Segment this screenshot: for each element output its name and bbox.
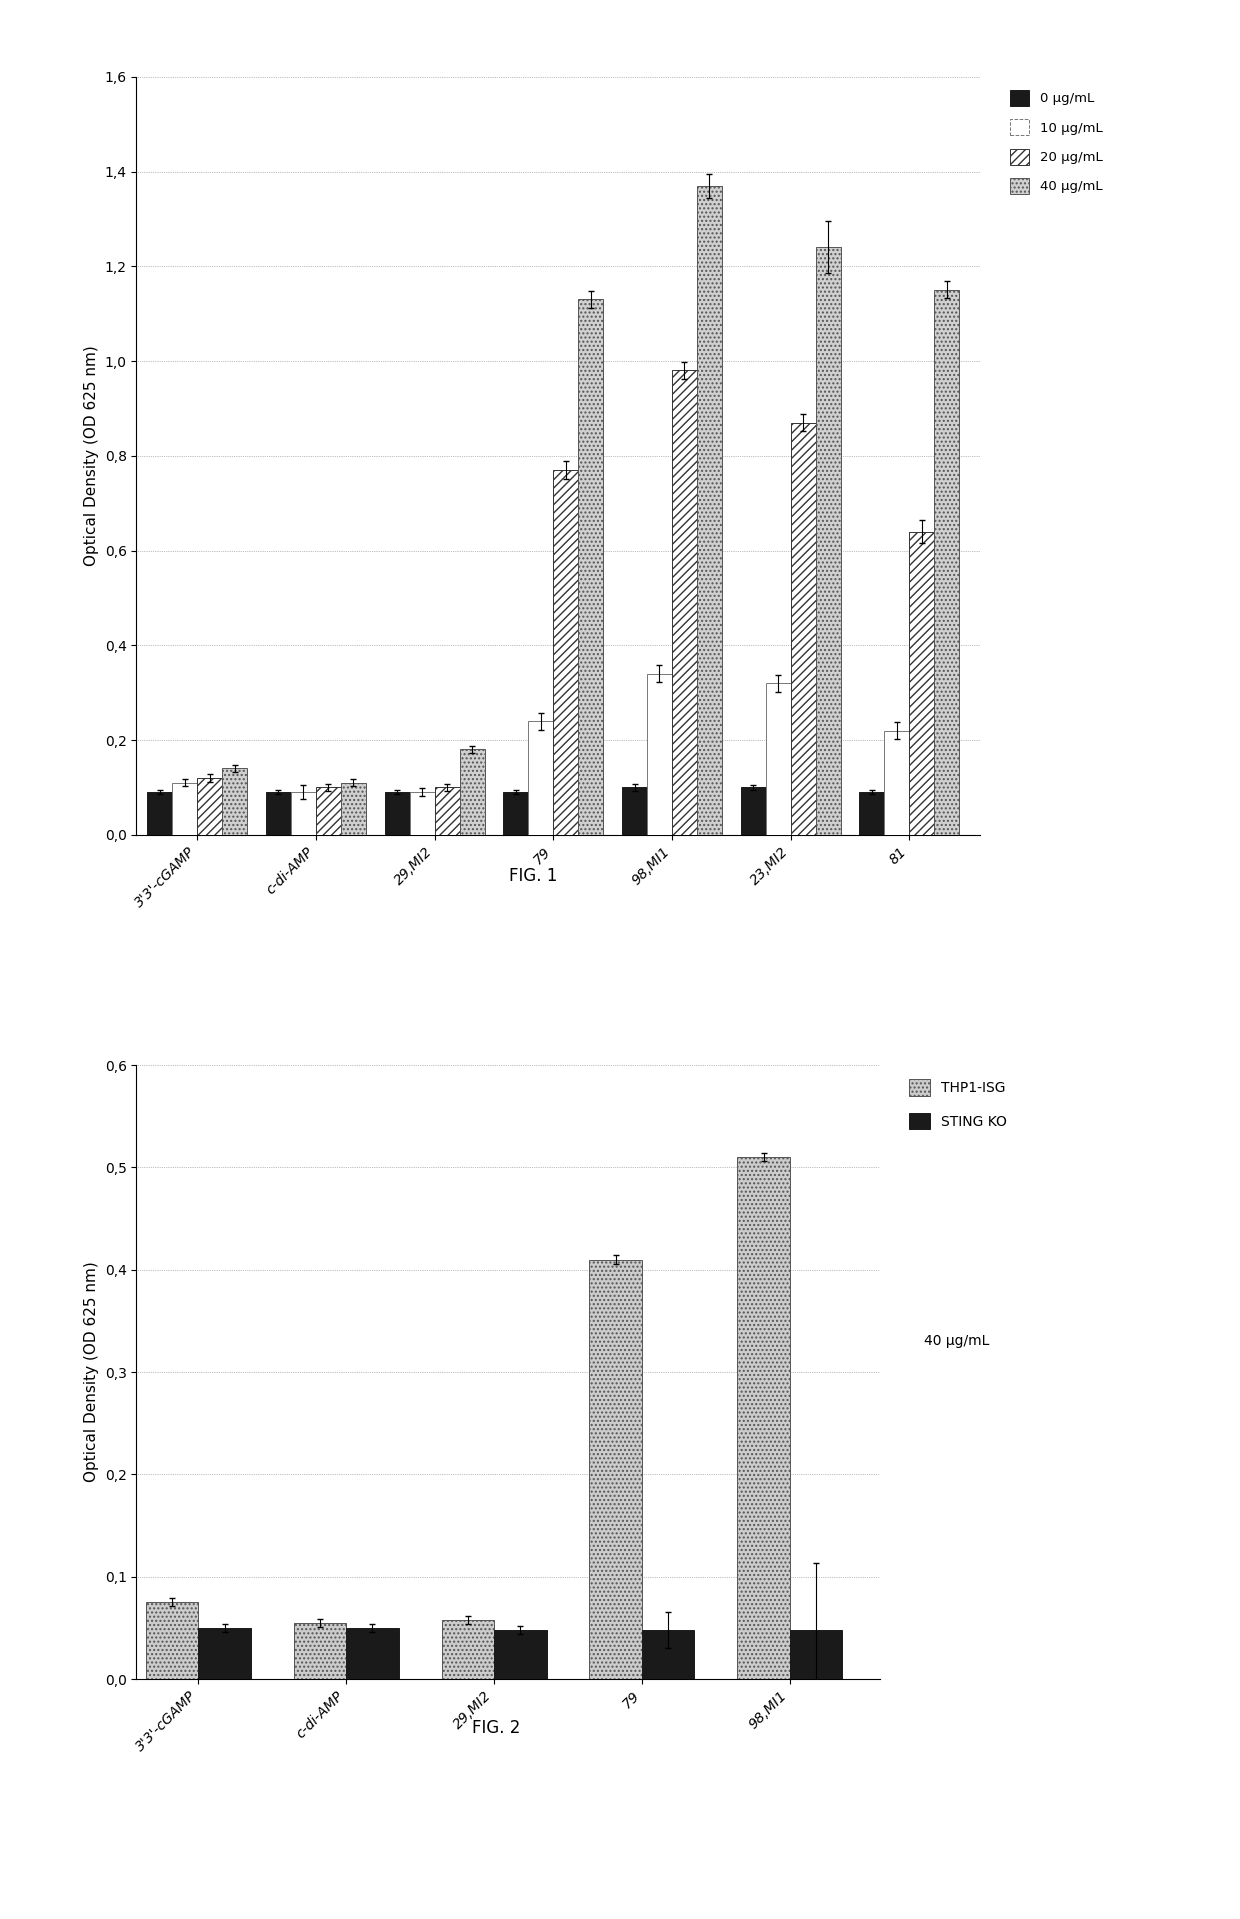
- Bar: [409, 793, 435, 835]
- Bar: [765, 683, 791, 835]
- Bar: [148, 793, 172, 835]
- Bar: [435, 787, 460, 835]
- Bar: [816, 248, 841, 835]
- Bar: [859, 793, 884, 835]
- Bar: [460, 750, 485, 835]
- Text: FIG. 1: FIG. 1: [508, 867, 558, 885]
- Bar: [672, 370, 697, 835]
- Text: 40 µg/mL: 40 µg/mL: [924, 1334, 990, 1347]
- Bar: [494, 1629, 547, 1679]
- Bar: [578, 299, 604, 835]
- Bar: [642, 1629, 694, 1679]
- Bar: [222, 768, 247, 835]
- Bar: [267, 793, 291, 835]
- Bar: [528, 722, 553, 835]
- Legend: THP1-ISG, STING KO: THP1-ISG, STING KO: [903, 1073, 1014, 1136]
- Y-axis label: Optical Density (OD 625 nm): Optical Density (OD 625 nm): [84, 345, 99, 566]
- Bar: [198, 1627, 250, 1679]
- Bar: [790, 1629, 842, 1679]
- Bar: [384, 793, 409, 835]
- Bar: [589, 1259, 642, 1679]
- Bar: [291, 793, 316, 835]
- Bar: [197, 777, 222, 835]
- Bar: [934, 290, 960, 835]
- Text: FIG. 2: FIG. 2: [471, 1719, 521, 1737]
- Bar: [738, 1157, 790, 1679]
- Bar: [553, 470, 578, 835]
- Bar: [697, 186, 722, 835]
- Legend: 0 µg/mL, 10 µg/mL, 20 µg/mL, 40 µg/mL: 0 µg/mL, 10 µg/mL, 20 µg/mL, 40 µg/mL: [1003, 83, 1110, 200]
- Bar: [647, 674, 672, 835]
- Bar: [316, 787, 341, 835]
- Bar: [791, 422, 816, 835]
- Y-axis label: Optical Density (OD 625 nm): Optical Density (OD 625 nm): [84, 1261, 99, 1483]
- Bar: [294, 1623, 346, 1679]
- Bar: [622, 787, 647, 835]
- Bar: [346, 1627, 399, 1679]
- Bar: [146, 1602, 198, 1679]
- Bar: [172, 783, 197, 835]
- Bar: [909, 532, 934, 835]
- Bar: [740, 787, 765, 835]
- Bar: [341, 783, 366, 835]
- Bar: [503, 793, 528, 835]
- Bar: [441, 1620, 494, 1679]
- Bar: [884, 731, 909, 835]
